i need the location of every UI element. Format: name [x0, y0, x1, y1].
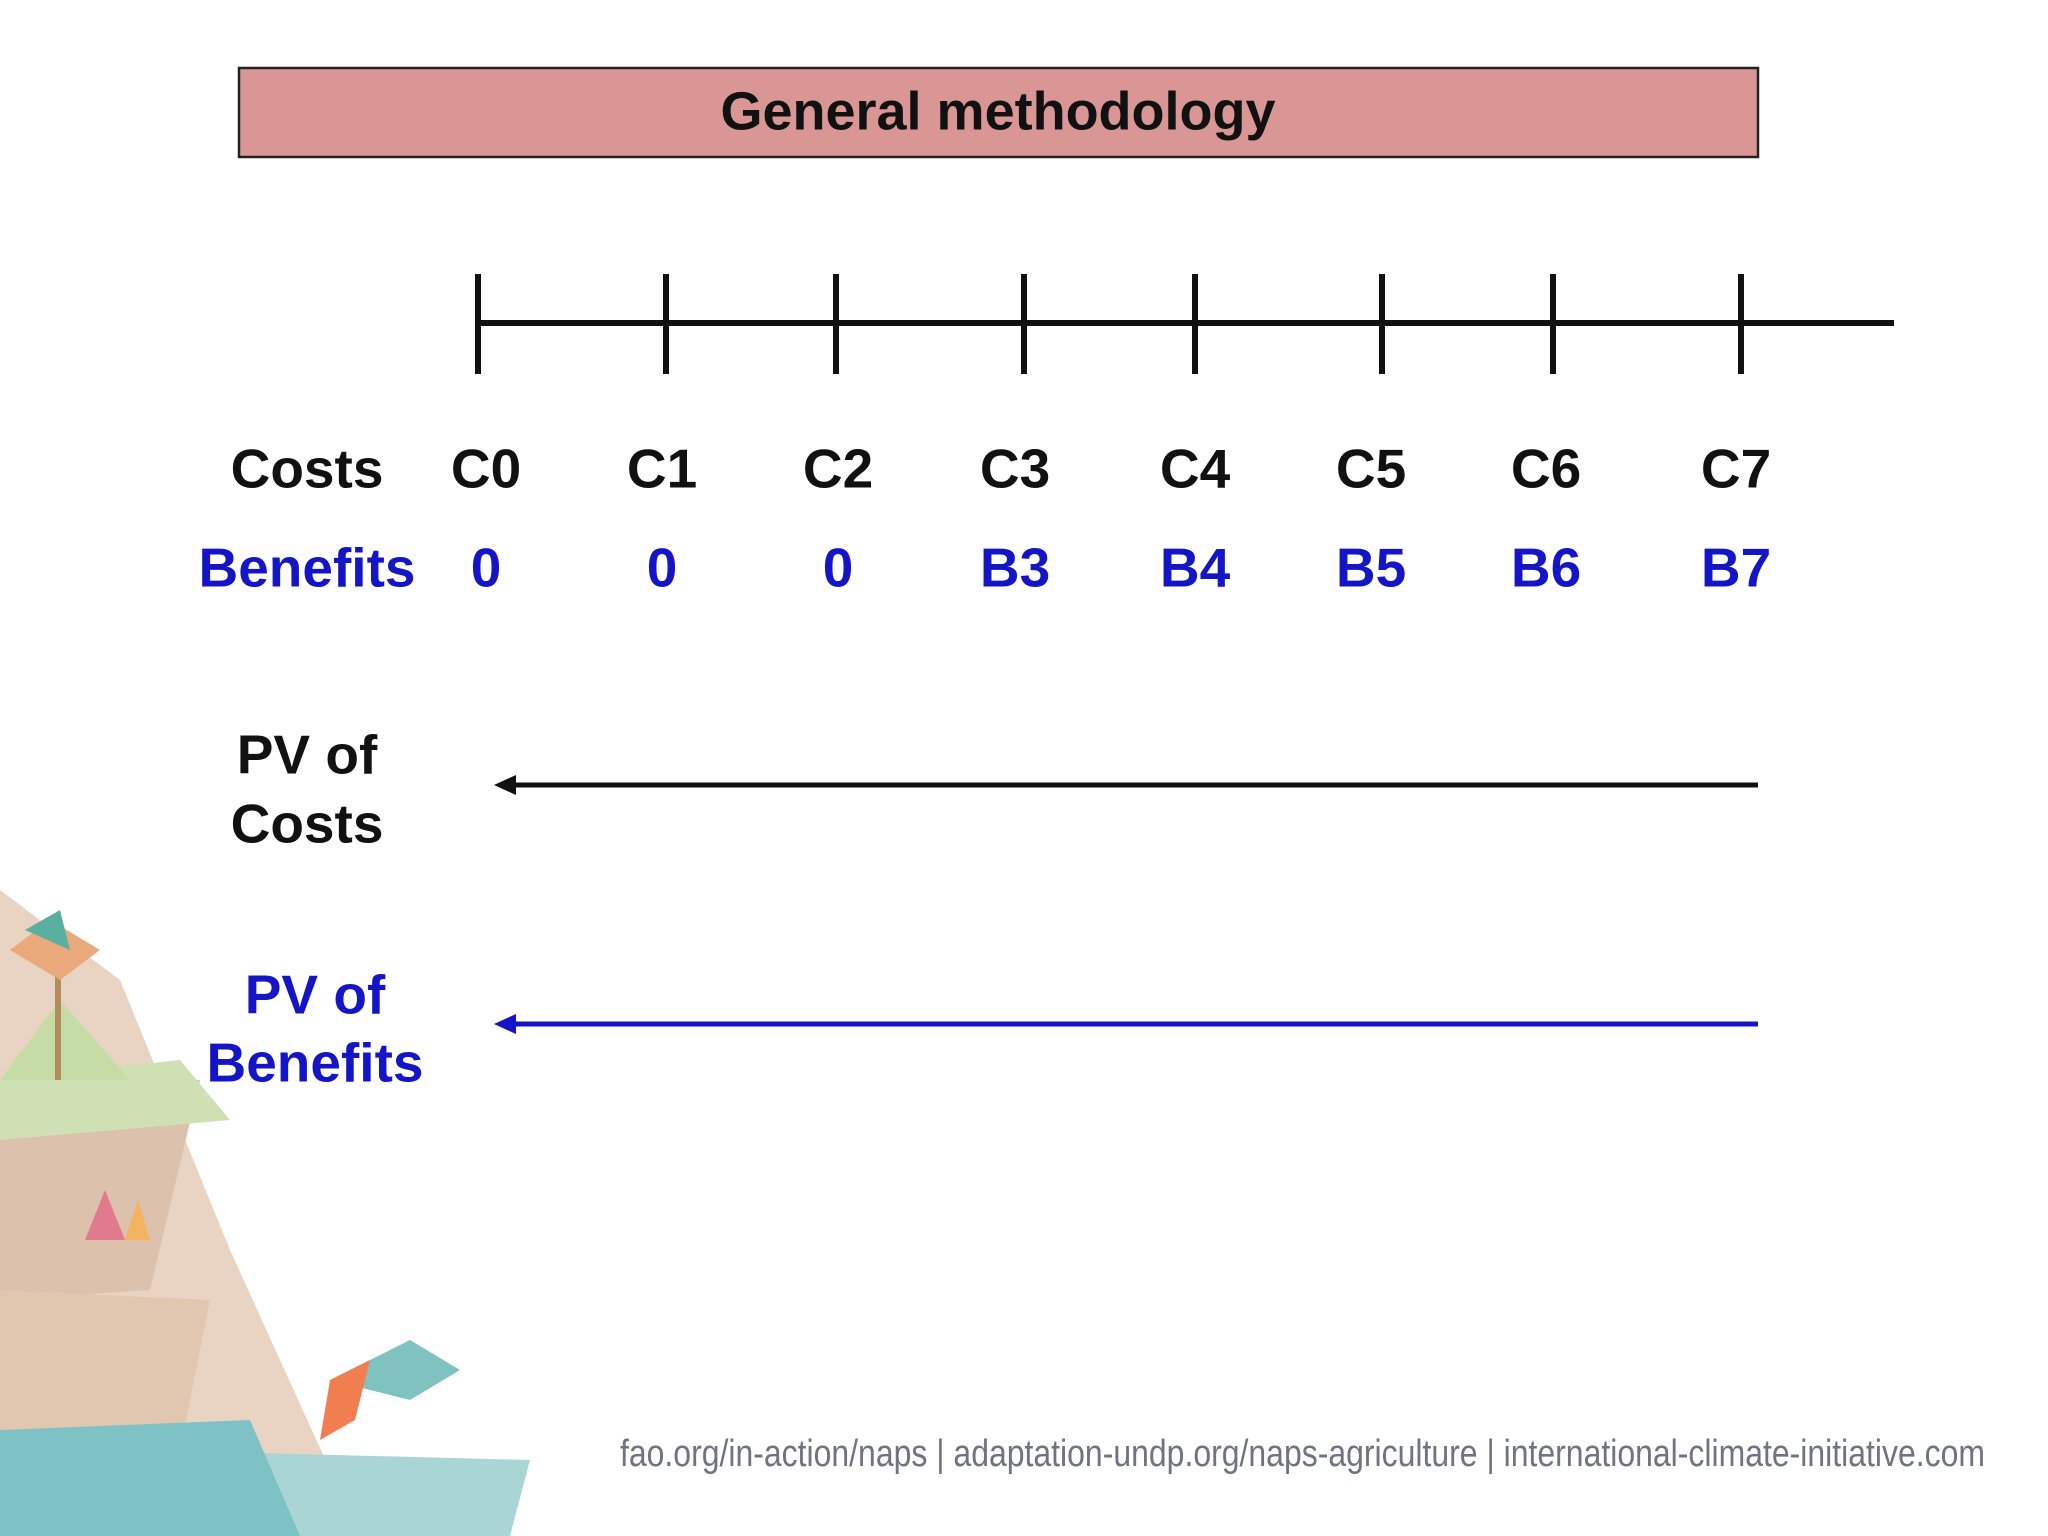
benefit-value: B3 [980, 537, 1050, 599]
pv-benefits-label: PV of [245, 964, 386, 1026]
title: General methodology [720, 81, 1275, 141]
benefit-value: B4 [1160, 537, 1231, 599]
costs-label: Costs [231, 438, 384, 500]
cost-value: C0 [451, 438, 521, 500]
benefit-value: 0 [823, 537, 854, 599]
timeline-ticks [475, 274, 1744, 374]
arrow-head [494, 775, 516, 795]
title-box [237, 66, 1760, 159]
benefit-value: 0 [471, 537, 502, 599]
cost-value: C2 [803, 438, 873, 500]
benefit-value: B7 [1701, 537, 1771, 599]
cost-value: C4 [1160, 438, 1231, 500]
cost-value: C6 [1511, 438, 1581, 500]
benefit-value: 0 [647, 537, 678, 599]
arrow-head [494, 1014, 516, 1034]
benefit-value: B6 [1511, 537, 1581, 599]
cost-value: C7 [1701, 438, 1771, 500]
pv-benefits-label: Benefits [207, 1032, 424, 1094]
timeline-values: C0 C1 C2 C3 C4 C5 C6 C7 0 0 0 B3 B4 B5 B6 B7 [451, 438, 1771, 599]
cost-value: C1 [627, 438, 697, 500]
decoration [0, 890, 530, 1536]
cost-value: C5 [1336, 438, 1406, 500]
pv-costs-label: PV of [237, 724, 378, 786]
pv-costs-label: Costs [231, 793, 384, 855]
benefits-label: Benefits [199, 537, 416, 599]
benefit-value: B5 [1336, 537, 1406, 599]
footer: fao.org/in-action/naps | adaptation-undp… [620, 1433, 1985, 1475]
cost-value: C3 [980, 438, 1050, 500]
